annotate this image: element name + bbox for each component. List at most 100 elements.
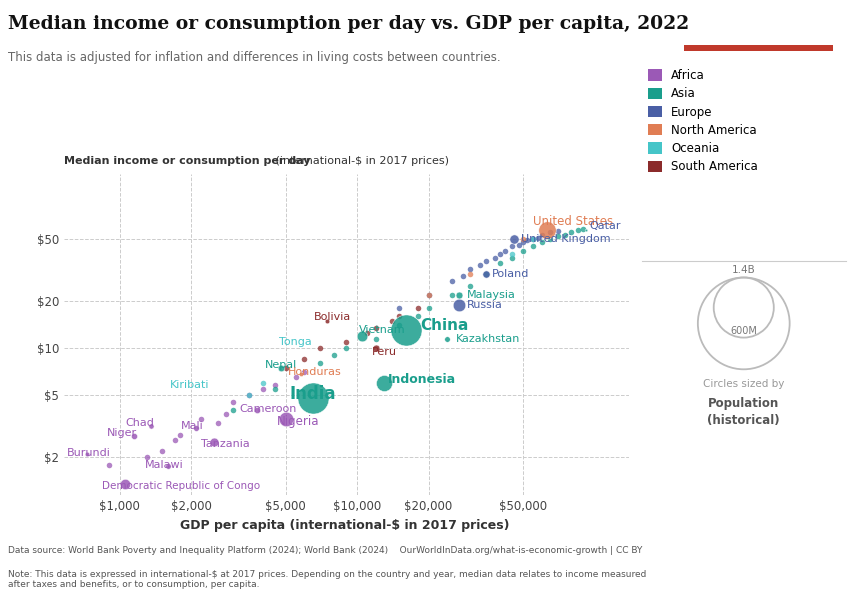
Text: Kazakhstan: Kazakhstan — [456, 334, 520, 344]
Text: Malaysia: Malaysia — [467, 290, 516, 299]
Point — [551, 232, 564, 241]
Point — [140, 452, 154, 462]
Point — [526, 241, 540, 251]
Point — [571, 225, 585, 235]
Point — [579, 225, 592, 235]
Point — [385, 316, 399, 325]
Point — [493, 258, 507, 268]
Text: Peru: Peru — [371, 347, 396, 356]
Point — [399, 326, 412, 335]
Point — [392, 311, 405, 321]
Point — [498, 246, 512, 256]
Point — [440, 334, 454, 343]
Point — [360, 328, 374, 338]
Point — [507, 234, 521, 244]
Text: Our World: Our World — [725, 12, 792, 25]
Point — [369, 334, 382, 343]
Point — [327, 350, 341, 360]
Text: China: China — [421, 318, 469, 333]
Point — [298, 355, 311, 364]
Text: Tonga: Tonga — [280, 337, 312, 347]
Text: Nigeria: Nigeria — [277, 415, 320, 428]
Text: Note: This data is expressed in international-$ at 2017 prices. Depending on the: Note: This data is expressed in internat… — [8, 570, 647, 589]
Point — [155, 446, 168, 456]
Point — [212, 419, 225, 428]
Point — [306, 393, 320, 403]
Point — [128, 431, 141, 440]
Text: Democratic Republic of Congo: Democratic Republic of Congo — [102, 481, 260, 491]
Text: in Data: in Data — [734, 28, 783, 40]
Point — [294, 370, 308, 379]
Point — [564, 227, 578, 237]
Point — [526, 234, 540, 244]
Point — [195, 415, 208, 424]
Point — [551, 226, 564, 236]
Point — [268, 384, 281, 394]
Point — [314, 359, 327, 368]
Text: United Kingdom: United Kingdom — [521, 234, 610, 244]
Point — [543, 234, 557, 244]
Point — [392, 304, 405, 313]
Point — [102, 460, 116, 469]
Point — [369, 323, 382, 332]
Point — [289, 373, 303, 382]
Text: (international-$ in 2017 prices): (international-$ in 2017 prices) — [272, 155, 449, 166]
Point — [473, 260, 487, 270]
Text: 1.4B: 1.4B — [732, 265, 756, 275]
Point — [456, 271, 470, 281]
Point — [453, 300, 467, 310]
Text: Median income or consumption per day vs. GDP per capita, 2022: Median income or consumption per day vs.… — [8, 15, 689, 33]
Bar — [684, 45, 833, 51]
Point — [422, 290, 435, 299]
Point — [526, 234, 540, 244]
Text: This data is adjusted for inflation and differences in living costs between coun: This data is adjusted for inflation and … — [8, 51, 501, 64]
Point — [242, 391, 256, 400]
Point — [279, 363, 292, 373]
Text: (historical): (historical) — [707, 413, 780, 427]
Point — [505, 241, 518, 251]
Point — [445, 276, 458, 286]
Point — [279, 415, 292, 424]
Point — [242, 391, 256, 400]
Text: Vietnam: Vietnam — [360, 325, 405, 335]
Point — [226, 406, 240, 415]
Point — [576, 224, 590, 233]
Point — [516, 234, 530, 244]
Point — [543, 227, 557, 237]
Text: Cameroon: Cameroon — [240, 404, 298, 413]
Point — [339, 337, 353, 346]
Point — [256, 378, 269, 388]
Point — [392, 320, 405, 330]
Point — [314, 343, 327, 353]
Text: Honduras: Honduras — [288, 367, 342, 377]
Text: Malawi: Malawi — [145, 460, 184, 470]
Point — [118, 479, 132, 489]
Point — [268, 380, 281, 390]
Point — [558, 230, 571, 240]
Point — [339, 343, 353, 353]
Text: GDP per capita (international-$ in 2017 prices): GDP per capita (international-$ in 2017 … — [179, 518, 509, 532]
Point — [207, 437, 221, 447]
Point — [298, 368, 311, 377]
Text: Bolivia: Bolivia — [314, 312, 352, 322]
Text: Population: Population — [708, 397, 779, 410]
Point — [463, 281, 477, 291]
Point — [184, 384, 198, 394]
Text: Qatar: Qatar — [589, 221, 620, 232]
Point — [144, 421, 157, 430]
Text: Niger: Niger — [107, 428, 137, 439]
Text: Data source: World Bank Poverty and Inequality Platform (2024); World Bank (2024: Data source: World Bank Poverty and Ineq… — [8, 546, 643, 555]
Point — [479, 269, 493, 278]
Point — [219, 409, 233, 419]
Legend: Africa, Asia, Europe, North America, Oceania, South America: Africa, Asia, Europe, North America, Oce… — [648, 69, 758, 173]
Point — [190, 423, 203, 433]
Point — [505, 253, 518, 262]
Text: Mali: Mali — [180, 421, 203, 431]
Point — [479, 269, 493, 278]
Point — [516, 246, 530, 256]
Point — [256, 384, 269, 394]
Point — [520, 235, 534, 245]
Point — [535, 237, 548, 247]
Point — [275, 363, 288, 373]
Text: Circles sized by: Circles sized by — [703, 379, 785, 389]
